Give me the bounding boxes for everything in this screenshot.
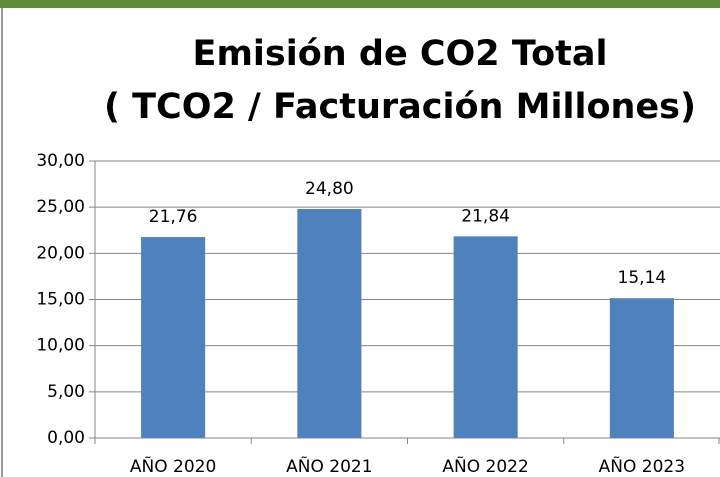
- data-label: 24,80: [305, 179, 354, 199]
- data-label: 15,14: [618, 268, 667, 288]
- y-tick-label: 20,00: [36, 243, 85, 263]
- y-tick-label: 15,00: [36, 290, 85, 310]
- y-tick-label: 30,00: [36, 151, 85, 171]
- y-tick-label: 25,00: [36, 197, 85, 217]
- x-tick-label: AÑO 2023: [599, 455, 685, 477]
- data-label: 21,76: [149, 207, 198, 227]
- x-tick-label: AÑO 2021: [286, 455, 372, 477]
- top-border: [0, 0, 720, 8]
- data-label: 21,84: [461, 206, 510, 226]
- bar: [453, 236, 518, 438]
- bar: [609, 298, 674, 438]
- x-tick-label: AÑO 2020: [130, 455, 216, 477]
- x-tick-label: AÑO 2022: [442, 455, 528, 477]
- y-tick-label: 5,00: [47, 382, 85, 402]
- chart-title: ( TCO2 / Facturación Millones): [104, 87, 696, 127]
- y-tick-label: 10,00: [36, 336, 85, 356]
- y-tick-label: 0,00: [47, 428, 85, 448]
- bar: [297, 209, 362, 438]
- chart-title: Emisión de CO2 Total: [193, 34, 608, 74]
- bar: [141, 237, 206, 438]
